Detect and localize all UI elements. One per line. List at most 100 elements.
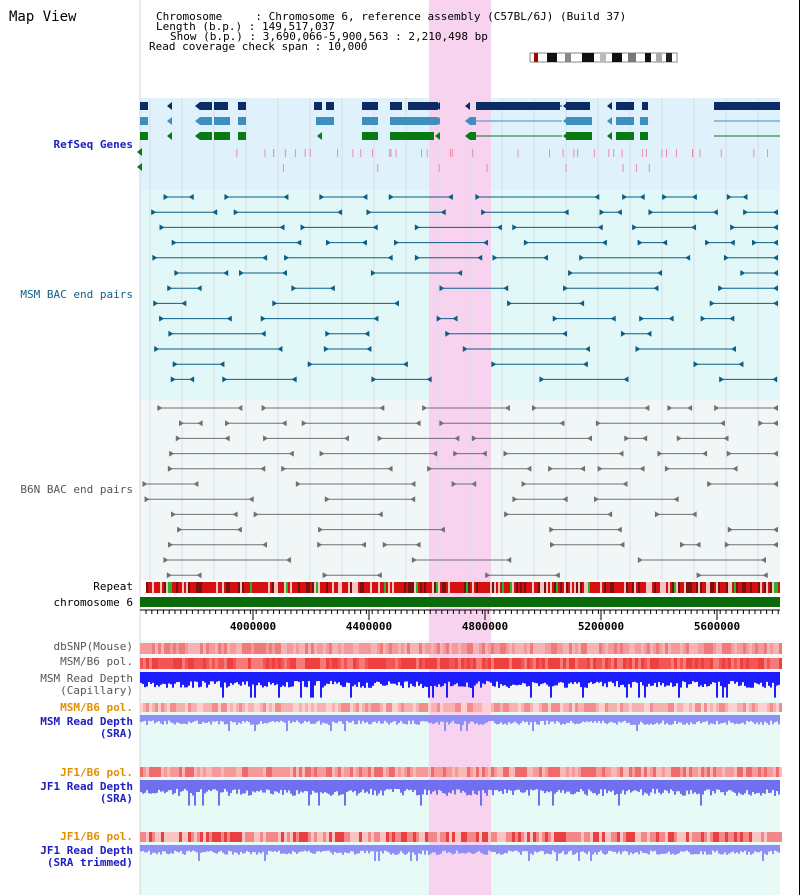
read-depth-bar xyxy=(274,780,276,792)
bac-end-marker xyxy=(169,450,175,457)
repeat-block xyxy=(256,582,258,593)
track-label-dbsnp[interactable]: dbSNP(Mouse) xyxy=(53,640,133,653)
read-depth-bar xyxy=(356,780,358,796)
polymorphism-cell xyxy=(665,658,668,669)
polymorphism-cell xyxy=(683,643,686,654)
bac-end-marker xyxy=(531,405,537,411)
polymorphism-cell xyxy=(338,832,341,842)
polymorphism-cell xyxy=(308,703,311,712)
read-depth-bar xyxy=(248,672,250,687)
read-depth-bar xyxy=(760,845,762,852)
track-label-refseq[interactable]: RefSeq Genes xyxy=(53,138,133,151)
repeat-block xyxy=(424,582,426,593)
read-depth-bar xyxy=(360,845,362,851)
bac-end-marker xyxy=(371,376,377,383)
track-label-msm-bac[interactable]: MSM BAC end pairs xyxy=(20,288,133,301)
read-depth-bar xyxy=(376,672,378,682)
polymorphism-cell xyxy=(197,703,200,712)
read-depth-bar xyxy=(320,672,322,698)
polymorphism-cell xyxy=(761,658,764,669)
gene-exon xyxy=(362,132,378,140)
track-label-jf1-b6-pol[interactable]: JF1/B6 pol. xyxy=(60,766,133,779)
polymorphism-cell xyxy=(620,832,623,842)
repeat-block xyxy=(162,582,164,593)
polymorphism-cell xyxy=(716,832,719,842)
bac-end-marker xyxy=(261,541,267,548)
read-depth-bar xyxy=(296,845,298,854)
polymorphism-cell xyxy=(569,643,572,654)
polymorphism-cell xyxy=(623,658,626,669)
polymorphism-cell xyxy=(353,767,356,777)
read-depth-bar xyxy=(306,780,308,792)
polymorphism-cell xyxy=(593,658,596,669)
repeat-block xyxy=(624,582,626,593)
read-depth-bar xyxy=(268,715,270,723)
polymorphism-cell xyxy=(251,703,254,712)
repeat-block xyxy=(690,582,692,593)
track-label-jf1-depth-trimmed[interactable]: JF1 Read Depth xyxy=(40,844,133,857)
polymorphism-cell xyxy=(467,643,470,654)
polymorphism-cell xyxy=(380,703,383,712)
read-depth-bar xyxy=(324,845,326,852)
repeat-block xyxy=(236,582,238,593)
bac-end-marker xyxy=(597,224,603,231)
read-depth-bar xyxy=(142,672,144,684)
read-depth-bar xyxy=(178,780,180,796)
read-depth-bar xyxy=(416,715,418,725)
polymorphism-cell xyxy=(638,658,641,669)
polymorphism-cell xyxy=(641,703,644,712)
polymorphism-cell xyxy=(371,832,374,842)
repeat-block xyxy=(736,582,738,593)
read-depth-bar xyxy=(608,715,610,723)
read-depth-bar xyxy=(368,780,370,794)
repeat-block xyxy=(220,582,222,593)
polymorphism-cell xyxy=(170,658,173,669)
polymorphism-cell xyxy=(713,703,716,712)
repeat-block xyxy=(658,582,660,593)
track-label-msm-b6-pol-sra[interactable]: MSM/B6 pol. xyxy=(60,701,133,714)
track-label-jf1-depth-sra[interactable]: JF1 Read Depth xyxy=(40,780,133,793)
polymorphism-cell xyxy=(236,767,239,777)
bac-end-marker xyxy=(301,420,307,427)
bac-end-marker xyxy=(554,572,560,579)
read-depth-bar xyxy=(442,845,444,852)
polymorphism-cell xyxy=(404,703,407,712)
repeat-block xyxy=(688,582,690,593)
track-label-msm-b6-pol[interactable]: MSM/B6 pol. xyxy=(60,655,133,668)
read-depth-bar xyxy=(388,845,390,853)
polymorphism-cell xyxy=(296,703,299,712)
polymorphism-cell xyxy=(728,832,731,842)
repeat-block xyxy=(174,582,176,593)
repeat-block xyxy=(564,582,566,593)
track-label-b6n-bac[interactable]: B6N BAC end pairs xyxy=(20,483,133,496)
track-label-msm-depth-sra[interactable]: MSM Read Depth xyxy=(40,715,133,728)
read-depth-bar xyxy=(556,845,558,861)
read-depth-bar xyxy=(478,780,480,791)
polymorphism-cell xyxy=(410,658,413,669)
polymorphism-cell xyxy=(563,832,566,842)
track-label-msm-depth-capillary[interactable]: MSM Read Depth xyxy=(40,672,133,685)
track-label-jf1-b6-pol2[interactable]: JF1/B6 pol. xyxy=(60,830,133,843)
read-depth-bar xyxy=(468,845,470,852)
polymorphism-cell xyxy=(170,703,173,712)
polymorphism-cell xyxy=(194,703,197,712)
ideogram-band xyxy=(565,53,571,62)
read-depth-bar xyxy=(572,672,574,684)
bac-end-marker xyxy=(284,254,290,261)
read-depth-bar xyxy=(512,845,514,852)
polymorphism-cell xyxy=(284,832,287,842)
polymorphism-cell xyxy=(284,643,287,654)
bac-end-marker xyxy=(300,224,306,231)
polymorphism-cell xyxy=(482,703,485,712)
polymorphism-cell xyxy=(356,658,359,669)
track-label-repeat[interactable]: Repeat xyxy=(93,580,133,593)
read-depth-bar xyxy=(508,672,510,688)
polymorphism-cell xyxy=(500,658,503,669)
read-depth-bar xyxy=(600,845,602,851)
polymorphism-cell xyxy=(641,832,644,842)
read-depth-bar xyxy=(744,780,746,794)
polymorphism-cell xyxy=(656,658,659,669)
bac-end-marker xyxy=(283,194,289,200)
read-depth-bar xyxy=(648,780,650,796)
